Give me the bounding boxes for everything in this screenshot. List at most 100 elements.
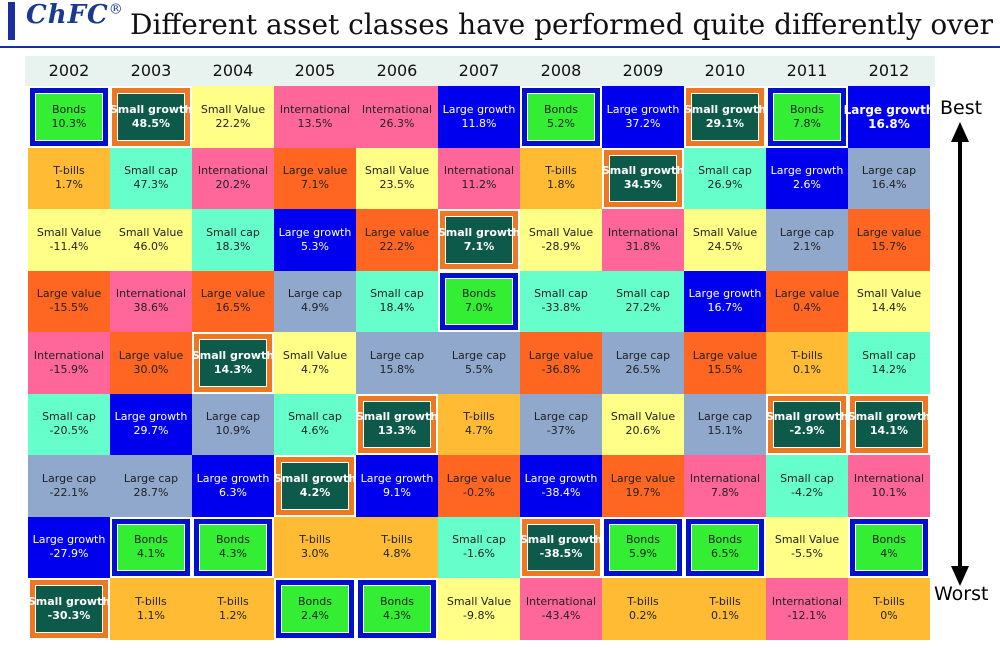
- highlight-frame: [112, 518, 190, 576]
- asset-return: 16.8%: [868, 116, 910, 131]
- cell-large-cap: Large cap 15.8%: [356, 332, 438, 394]
- cell-t-bills: T-bills 4.7%: [438, 393, 520, 455]
- asset-name: Large growth: [32, 533, 106, 547]
- logo: ChFC®: [26, 0, 124, 30]
- asset-name: Large value: [610, 471, 676, 485]
- highlight-frame: [850, 518, 928, 576]
- year-header: 2004: [212, 61, 254, 80]
- cell-large-cap: Large cap -37%: [520, 393, 602, 455]
- asset-name: Small Value: [774, 533, 840, 547]
- cell-small-value: Small Value -5.5%: [766, 516, 848, 578]
- cell-t-bills: T-bills 0.2%: [602, 578, 684, 640]
- cell-large-value: Large value -0.2%: [438, 455, 520, 517]
- cell-fill: [528, 524, 594, 570]
- cell-large-value: Large value 22.2%: [356, 209, 438, 271]
- asset-return: 0.4%: [793, 301, 821, 315]
- asset-name: Large value: [856, 225, 922, 239]
- asset-return: 1.8%: [547, 178, 575, 192]
- cell-large-growth: Large growth -27.9%: [28, 516, 110, 578]
- asset-return: 14.3%: [213, 362, 253, 376]
- asset-name: Small Value: [118, 225, 184, 239]
- cell-international: International 13.5%: [274, 86, 356, 148]
- year-header: 2006: [376, 61, 418, 80]
- asset-return: 4.9%: [301, 301, 329, 315]
- year-header-band: [25, 56, 935, 86]
- asset-return: 24.5%: [707, 239, 743, 253]
- asset-return: 0.2%: [629, 608, 657, 622]
- asset-name: Large value: [528, 348, 594, 362]
- asset-return: -9.8%: [463, 608, 495, 622]
- best-worst-axis: [951, 122, 969, 586]
- asset-return: -38.4%: [541, 485, 581, 499]
- asset-name: T-bills: [135, 594, 167, 608]
- asset-return: 9.1%: [383, 485, 411, 499]
- year-header: 2008: [540, 61, 582, 80]
- asset-name: International: [279, 102, 351, 116]
- cell-small-value: Small Value 23.5%: [356, 147, 438, 209]
- cell-t-bills: T-bills 1.2%: [192, 578, 274, 640]
- highlight-frame: [358, 395, 436, 453]
- asset-name: Small growth: [847, 410, 931, 424]
- cell-bonds: Bonds 4%: [848, 517, 930, 579]
- asset-name: Small cap: [42, 410, 96, 424]
- cell-bonds: Bonds 4.1%: [110, 517, 192, 579]
- cell-fill: [200, 340, 266, 386]
- asset-name: Large value: [692, 348, 758, 362]
- asset-return: -11.4%: [49, 239, 89, 253]
- cell-t-bills: T-bills 0%: [848, 578, 930, 640]
- cell-small-cap: Small cap 26.9%: [684, 147, 766, 209]
- highlight-frame: [686, 88, 764, 146]
- asset-return: 22.2%: [379, 239, 415, 253]
- cell-small-growth: Small growth -30.3%: [28, 578, 110, 640]
- asset-return: 15.8%: [379, 362, 415, 376]
- cell-international: International 11.2%: [438, 147, 520, 209]
- asset-name: International: [525, 594, 597, 608]
- asset-return: 29.7%: [133, 424, 169, 438]
- cell-large-value: Large value 15.7%: [848, 209, 930, 271]
- cell-small-cap: Small cap 18.3%: [192, 209, 274, 271]
- asset-return: 19.7%: [625, 485, 661, 499]
- cell-bonds: Bonds 2.4%: [274, 578, 356, 640]
- year-header: 2009: [622, 61, 664, 80]
- asset-return: 6.3%: [219, 485, 247, 499]
- cell-large-growth: Large growth 37.2%: [602, 86, 684, 148]
- cell-bonds: Bonds 5.9%: [602, 517, 684, 579]
- highlight-frame: [850, 395, 928, 453]
- cell-large-value: Large value 7.1%: [274, 147, 356, 209]
- asset-name: Large cap: [369, 348, 425, 362]
- cell-large-growth: Large growth 11.8%: [438, 86, 520, 148]
- asset-return: 18.4%: [379, 301, 415, 315]
- asset-return: 4.3%: [383, 608, 411, 622]
- cell-small-value: Small Value 4.7%: [274, 332, 356, 394]
- cell-large-cap: Large cap -22.1%: [28, 455, 110, 517]
- cell-large-value: Large value 16.5%: [192, 270, 274, 332]
- highlight-frame: [276, 580, 354, 638]
- asset-name: Large growth: [688, 287, 762, 301]
- cell-large-value: Large value 19.7%: [602, 455, 684, 517]
- cell-small-value: Small Value 14.4%: [848, 270, 930, 332]
- asset-return: -22.1%: [49, 485, 89, 499]
- header: ChFC® Different asset classes have perfo…: [0, 0, 1000, 52]
- asset-return: 29.1%: [705, 116, 745, 130]
- asset-name: Bonds: [462, 287, 496, 301]
- asset-name: Large growth: [278, 225, 352, 239]
- cell-bonds: Bonds 7.8%: [766, 86, 848, 148]
- asset-return: 13.3%: [377, 424, 417, 438]
- highlight-frame: [194, 334, 272, 392]
- cell-international: International -15.9%: [28, 332, 110, 394]
- asset-return: -0.2%: [463, 485, 495, 499]
- asset-return: 4.7%: [301, 362, 329, 376]
- asset-return: 5.3%: [301, 239, 329, 253]
- asset-name: Small growth: [27, 594, 111, 608]
- highlight-frame: [358, 580, 436, 638]
- cell-large-growth: Large growth 9.1%: [356, 455, 438, 517]
- cell-t-bills: T-bills 3.0%: [274, 516, 356, 578]
- year-header: 2010: [704, 61, 746, 80]
- highlight-frame: [440, 272, 518, 330]
- cell-t-bills: T-bills 1.1%: [110, 578, 192, 640]
- cell-t-bills: T-bills 0.1%: [766, 332, 848, 394]
- cell-small-growth: Small growth 14.1%: [848, 394, 930, 456]
- cell-small-cap: Small cap 27.2%: [602, 270, 684, 332]
- asset-name: Small growth: [601, 164, 685, 178]
- cell-small-growth: Small growth 48.5%: [110, 86, 192, 148]
